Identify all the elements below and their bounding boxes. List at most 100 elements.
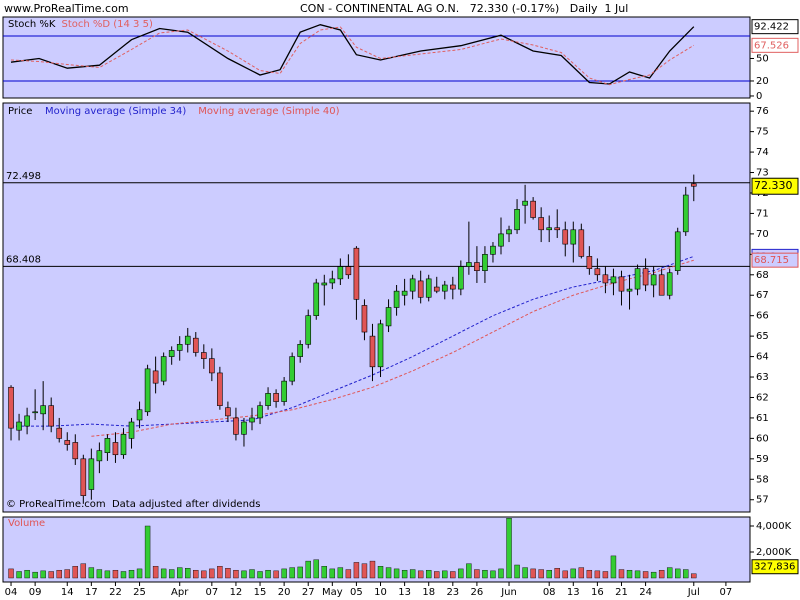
x-tick-label: 12 <box>230 587 243 598</box>
y-tick-label: 60 <box>756 433 769 444</box>
candle-body <box>474 262 480 271</box>
candle-body <box>562 229 569 245</box>
volume-bar <box>426 569 432 579</box>
candle-body <box>361 305 368 333</box>
y-tick-label: 66 <box>756 311 769 322</box>
x-tick-label: 24 <box>639 587 652 598</box>
candle-body <box>385 307 392 327</box>
series-line <box>10 26 695 86</box>
x-tick-label: May <box>322 587 343 598</box>
volume-bar <box>88 567 95 579</box>
x-tick-label: 13 <box>567 587 580 598</box>
y-tick-label: 76 <box>756 106 769 117</box>
candle-body <box>522 200 528 206</box>
x-tick-label: 27 <box>302 587 315 598</box>
volume-bar <box>48 571 54 579</box>
volume-bar <box>56 569 62 579</box>
x-tick-label: 21 <box>615 587 628 598</box>
volume-bar <box>530 568 536 579</box>
y-tick-label: 0 <box>756 91 762 102</box>
volume-bar <box>361 563 368 579</box>
candle-body <box>450 284 456 290</box>
volume-bar <box>193 569 199 579</box>
candle-body <box>425 278 432 298</box>
candle-body <box>682 194 689 233</box>
candle-body <box>289 356 295 382</box>
x-tick-label: Jul <box>687 587 700 598</box>
x-tick-label: 10 <box>374 587 387 598</box>
volume-bar <box>233 569 239 579</box>
volume-bar <box>289 567 295 579</box>
panel <box>2 16 751 99</box>
candle-body <box>297 344 303 357</box>
volume-bar <box>225 568 231 579</box>
y-tick-label: 73 <box>756 168 769 179</box>
volume-bar <box>265 569 271 579</box>
volume-bar <box>546 569 552 579</box>
candle-body <box>233 417 239 435</box>
candle-body <box>144 368 151 413</box>
last-value-label: 68.715 <box>754 255 789 266</box>
note: © ProRealTime.com Data adjusted after di… <box>6 499 260 510</box>
series-line <box>11 255 694 427</box>
last-value-box <box>751 37 799 53</box>
volume-bar <box>160 568 167 579</box>
candle-body <box>586 256 593 269</box>
x-tick-label: 08 <box>543 587 556 598</box>
y-tick-label: 71 <box>756 208 769 219</box>
candle-body <box>321 282 328 286</box>
volume-bar <box>634 570 641 579</box>
y-tick-label: 75 <box>756 127 769 138</box>
candle-body <box>16 421 22 431</box>
volume-bar <box>458 568 464 579</box>
candle-body <box>249 417 255 423</box>
volume-bar <box>80 563 87 579</box>
level-label: 68.408 <box>6 254 41 265</box>
volume-bar <box>24 569 30 579</box>
volume-bar <box>409 569 416 579</box>
candle-body <box>201 352 207 359</box>
series-line <box>91 259 694 437</box>
volume-bar <box>474 569 480 579</box>
candle-body <box>96 450 103 462</box>
candle-body <box>313 282 320 316</box>
candle-body <box>650 274 657 286</box>
volume-bar <box>40 570 46 579</box>
volume-bar <box>313 559 319 579</box>
candle-body <box>209 358 215 374</box>
candle-body <box>305 315 312 345</box>
candle-body <box>690 183 697 187</box>
candle-body <box>466 262 472 267</box>
last-volume-label: 327,836 <box>754 562 795 573</box>
candle-body <box>48 405 54 427</box>
volume-title: Volume <box>8 518 45 529</box>
y-tick-label: 50 <box>756 53 769 64</box>
volume-bar <box>562 570 568 579</box>
candle-body <box>393 290 400 308</box>
candle-body <box>634 268 641 290</box>
volume-bar <box>16 571 22 579</box>
volume-bar <box>281 568 287 579</box>
legend-entry: Stoch %D (14 3 5) <box>61 19 152 30</box>
volume-bar <box>369 560 376 579</box>
last-value-label: 92.422 <box>754 22 789 33</box>
candle-body <box>626 288 633 292</box>
candle-body <box>128 421 135 439</box>
volume-bar <box>691 573 697 579</box>
candle-body <box>329 278 336 284</box>
volume-bar <box>514 564 520 579</box>
volume-bar <box>466 563 472 579</box>
candle-body <box>417 280 424 298</box>
x-tick-label: 14 <box>61 587 74 598</box>
candle-body <box>570 229 577 245</box>
y-tick-label: 4,000K <box>756 521 792 532</box>
candle-body <box>482 254 488 271</box>
site-name: www.ProRealTime.com <box>4 2 129 15</box>
y-tick-label: 67 <box>756 290 769 301</box>
volume-bar <box>321 566 327 579</box>
candle-body <box>56 427 63 439</box>
candle-body <box>642 268 649 286</box>
volume-bar <box>201 570 207 579</box>
candle-body <box>80 458 87 496</box>
volume-bar <box>675 568 681 579</box>
